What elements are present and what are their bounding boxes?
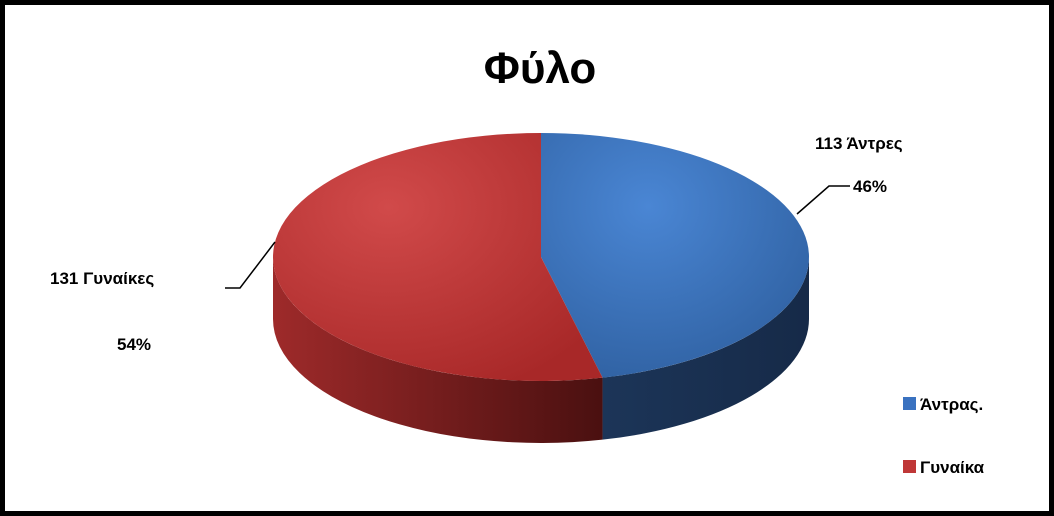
legend-label-women: Γυναίκα: [920, 458, 985, 477]
legend-label-men: Άντρας.: [920, 395, 983, 414]
pie-slice-women: [273, 133, 603, 381]
data-label-percent-men: 46%: [853, 177, 887, 196]
data-label-count-women: 131 Γυναίκες: [50, 269, 154, 288]
pie-slice-men: [541, 133, 810, 378]
chart-title: Φύλο: [484, 44, 597, 93]
legend-swatch-women: [903, 460, 916, 473]
pie-sides: [273, 257, 809, 443]
data-label-count-men: 113 Άντρες: [815, 134, 903, 153]
legend: Άντρας. Γυναίκα: [903, 395, 985, 477]
legend-swatch-men: [903, 397, 916, 410]
leader-line-women: [225, 241, 276, 289]
pie-side-men: [602, 257, 809, 440]
leader-line-men: [796, 185, 850, 215]
data-label-percent-women: 54%: [117, 335, 151, 354]
pie-side-women: [273, 257, 603, 443]
pie-tops: [273, 133, 810, 381]
